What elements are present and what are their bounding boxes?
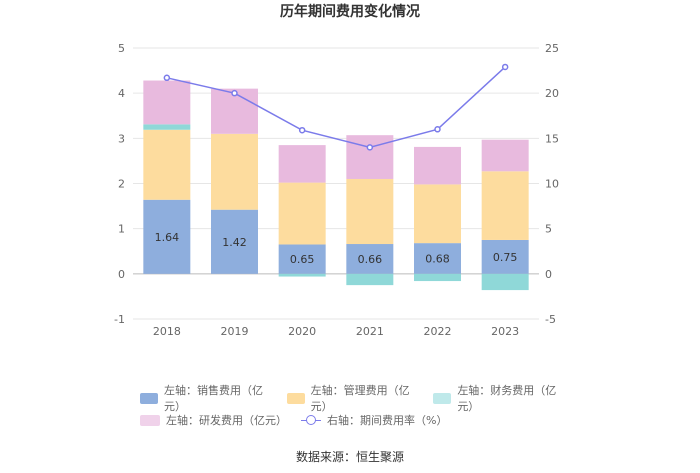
bar bbox=[481, 239, 529, 274]
x-tick-label: 2021 bbox=[356, 325, 384, 338]
bar bbox=[211, 209, 258, 274]
bar bbox=[143, 199, 191, 274]
legend-label: 左轴：销售费用（亿元） bbox=[163, 384, 263, 413]
right-tick-label: 25 bbox=[545, 42, 559, 55]
bars: 1.64 1.42 0.65 0.66 0.68 0.75 bbox=[143, 80, 529, 291]
legend-item-rate[interactable]: 右轴：期间费用率（%） bbox=[301, 412, 447, 428]
legend-label: 左轴：研发费用（亿元） bbox=[166, 414, 287, 427]
legend-label: 左轴：财务费用（亿元） bbox=[457, 384, 557, 413]
rate-line bbox=[163, 63, 509, 151]
rate-line-path bbox=[166, 66, 506, 149]
bar-value-label: 1.64 bbox=[155, 231, 180, 244]
x-tick-label: 2018 bbox=[153, 325, 181, 338]
rate-point bbox=[298, 126, 306, 134]
bar bbox=[346, 135, 394, 179]
legend-swatch bbox=[286, 392, 305, 404]
right-axis: -5 0 5 10 15 20 25 bbox=[545, 42, 559, 326]
bar bbox=[143, 80, 191, 125]
legend-swatch bbox=[140, 392, 158, 404]
legend-label: 右轴：期间费用率（%） bbox=[327, 414, 448, 427]
bar-value-label: 0.66 bbox=[358, 253, 383, 266]
bar bbox=[278, 182, 326, 245]
bar bbox=[481, 171, 529, 240]
legend-item-management[interactable]: 左轴：管理费用（亿元） bbox=[286, 382, 420, 414]
right-tick-label: -5 bbox=[545, 313, 556, 326]
legend-swatch bbox=[433, 392, 452, 404]
left-axis: -1 0 1 2 3 4 5 bbox=[114, 42, 125, 326]
x-tick-label: 2023 bbox=[491, 325, 519, 338]
rate-point bbox=[434, 126, 441, 133]
rate-point bbox=[163, 74, 171, 82]
bar bbox=[346, 273, 394, 286]
x-axis: 2018 2019 2020 2021 2022 2023 bbox=[153, 325, 519, 338]
left-tick-label: 0 bbox=[118, 268, 125, 281]
chart: 历年期间费用变化情况 -1 0 1 2 3 4 5 -5 0 5 10 15 20 25 1.64 1.4… bbox=[114, 3, 559, 338]
left-tick-label: 5 bbox=[118, 42, 125, 55]
bar bbox=[278, 273, 326, 277]
bar bbox=[278, 145, 326, 183]
bar bbox=[414, 243, 461, 274]
x-tick-label: 2020 bbox=[288, 325, 316, 338]
chart-title: 历年期间费用变化情况 bbox=[280, 3, 420, 20]
left-tick-label: 4 bbox=[118, 87, 125, 100]
bar bbox=[481, 139, 529, 172]
left-tick-label: 3 bbox=[118, 132, 125, 145]
right-tick-label: 10 bbox=[545, 178, 559, 191]
rate-point bbox=[231, 89, 238, 97]
right-tick-label: 5 bbox=[545, 223, 552, 236]
bar bbox=[481, 273, 529, 291]
right-tick-label: 20 bbox=[545, 87, 559, 100]
left-tick-label: -1 bbox=[114, 313, 125, 326]
bar-value-label: 0.75 bbox=[493, 251, 518, 264]
bar-value-label: 0.68 bbox=[425, 252, 450, 265]
bar bbox=[414, 146, 461, 185]
legend: 左轴：销售费用（亿元） 左轴：管理费用（亿元） 左轴：财务费用（亿元） 左轴：研… bbox=[140, 384, 580, 432]
bar bbox=[414, 184, 461, 244]
x-tick-label: 2019 bbox=[221, 325, 249, 338]
legend-swatch bbox=[140, 414, 160, 426]
bar-value-label: 1.42 bbox=[222, 236, 247, 249]
rate-point bbox=[366, 144, 374, 151]
bar bbox=[211, 133, 258, 210]
bar bbox=[346, 244, 394, 274]
bar-value-label: 0.65 bbox=[290, 253, 315, 266]
bar bbox=[143, 124, 191, 130]
line-marker-icon bbox=[301, 414, 321, 426]
bar bbox=[414, 273, 461, 282]
bar bbox=[143, 129, 191, 200]
left-tick-label: 2 bbox=[118, 178, 125, 191]
rate-point bbox=[501, 63, 509, 71]
x-tick-label: 2022 bbox=[424, 325, 452, 338]
bar bbox=[346, 178, 394, 245]
grid-lines bbox=[133, 47, 539, 320]
data-source: 数据来源：恒生聚源 bbox=[295, 450, 404, 464]
left-tick-label: 1 bbox=[118, 223, 125, 236]
legend-item-finance[interactable]: 左轴：财务费用（亿元） bbox=[433, 382, 566, 414]
legend-item-sales[interactable]: 左轴：销售费用（亿元） bbox=[140, 382, 273, 414]
right-tick-label: 0 bbox=[545, 268, 552, 281]
legend-label: 左轴：管理费用（亿元） bbox=[310, 384, 410, 413]
legend-item-rnd[interactable]: 左轴：研发费用（亿元） bbox=[140, 412, 287, 428]
bar bbox=[278, 244, 326, 274]
right-tick-label: 15 bbox=[545, 132, 559, 145]
